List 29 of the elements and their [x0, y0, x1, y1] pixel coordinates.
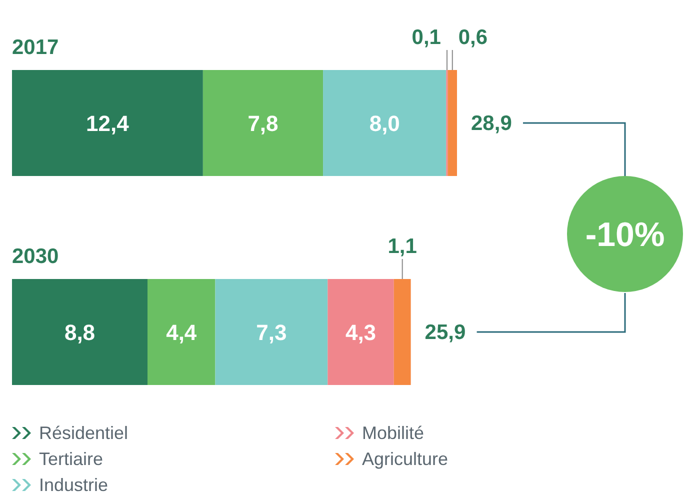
data-label: 0,6: [458, 26, 488, 49]
bar: [394, 279, 411, 385]
legend-label: Tertiaire: [39, 449, 104, 469]
bar: [12, 279, 148, 385]
bar: [12, 70, 203, 176]
data-label: 4,4: [166, 320, 198, 345]
total-label: 25,9: [424, 321, 466, 344]
bar: [328, 279, 394, 385]
legend-label: Agriculture: [362, 449, 448, 469]
y-tick-label: 2030: [12, 245, 59, 268]
legend-label: Industrie: [39, 475, 108, 494]
bar: [148, 279, 216, 385]
data-label: 7,3: [256, 320, 287, 345]
y-tick-label: 2017: [12, 36, 59, 59]
text: -10%: [585, 216, 665, 254]
data-label: 8,0: [369, 111, 400, 136]
data-label: 7,8: [248, 111, 278, 136]
bar: [215, 279, 328, 385]
bar: [448, 70, 457, 176]
data-label: 12,4: [86, 111, 130, 136]
data-label: 0,1: [412, 26, 442, 49]
data-label: 4,3: [345, 320, 376, 345]
bar: [323, 70, 446, 176]
legend-label: Mobilité: [362, 423, 424, 443]
data-label: 8,8: [64, 320, 96, 345]
data-label: 1,1: [388, 235, 418, 258]
bar: [202, 70, 324, 176]
legend-label: Résidentiel: [39, 423, 128, 443]
total-label: 28,9: [471, 112, 512, 135]
